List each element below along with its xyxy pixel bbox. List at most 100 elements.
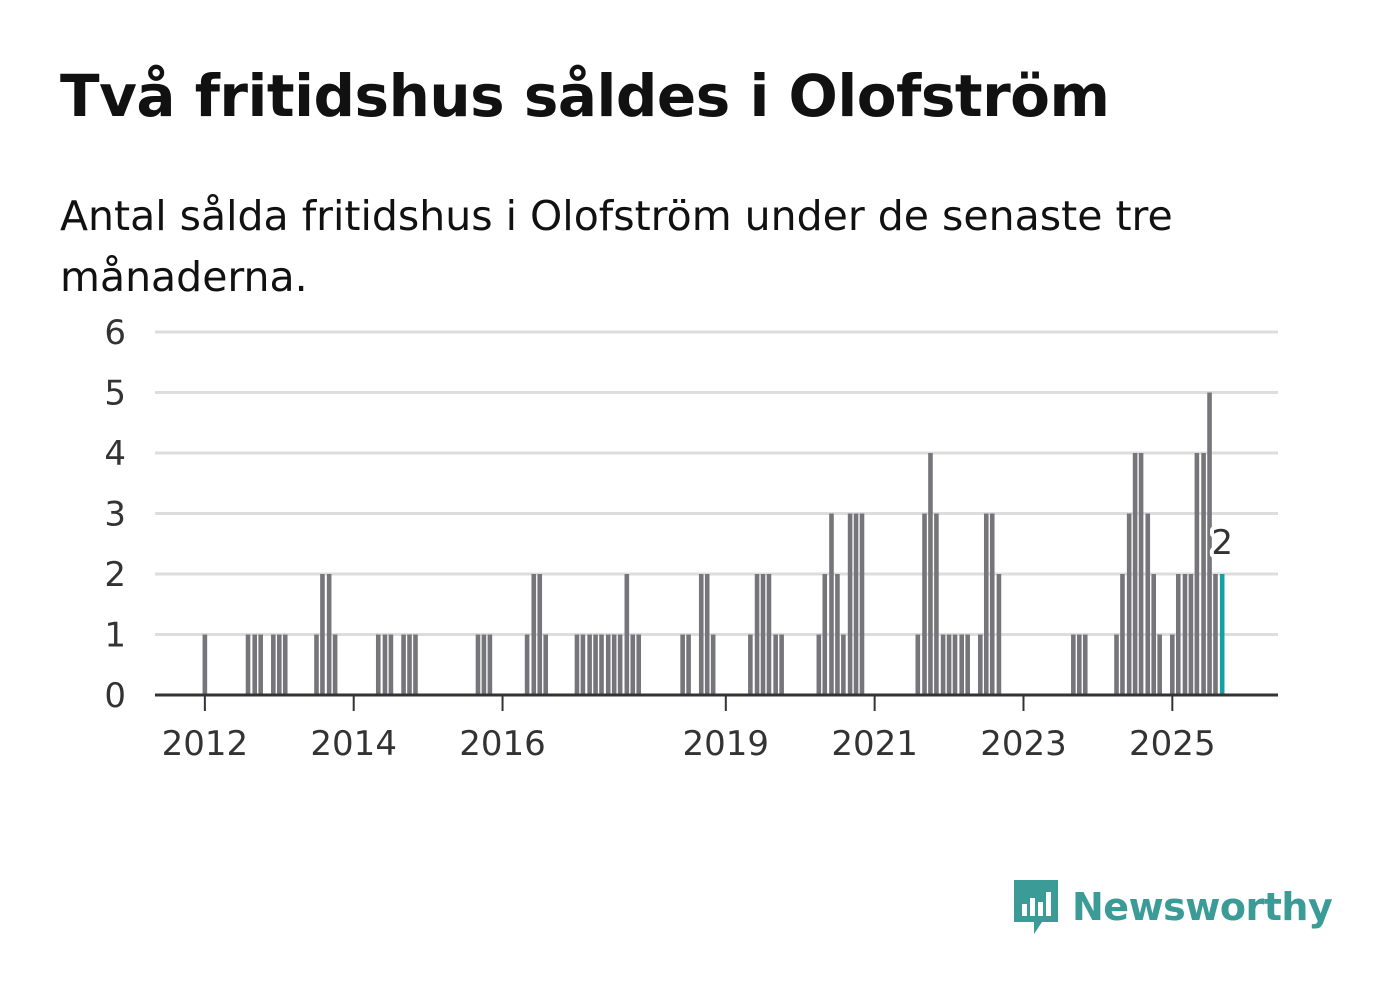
bar: [1126, 513, 1132, 695]
x-tick-label: 2023: [980, 724, 1067, 764]
bar: [1182, 574, 1188, 695]
bar: [965, 634, 970, 695]
bar: [710, 634, 716, 695]
bar: [481, 634, 487, 695]
bar: [686, 634, 691, 695]
x-tick-label: 2012: [162, 724, 249, 764]
bar: [245, 634, 251, 695]
bar: [282, 634, 288, 695]
bar: [1157, 634, 1162, 695]
bar: [314, 634, 319, 695]
bar: [760, 574, 766, 695]
grid-lines: [155, 330, 1278, 636]
bar: [382, 634, 388, 695]
bar: [276, 634, 282, 695]
bar: [202, 634, 208, 695]
bar: [258, 634, 263, 695]
bar: [375, 634, 381, 695]
bar: [1213, 574, 1218, 695]
bar: [524, 634, 530, 695]
bar: [271, 634, 276, 695]
bar: [1082, 634, 1088, 695]
bar: [1170, 634, 1175, 695]
y-tick-label: 6: [104, 313, 126, 353]
bar: [407, 634, 412, 695]
bar: [1151, 574, 1157, 695]
bar: [593, 634, 598, 695]
y-tick-label: 0: [104, 676, 126, 716]
x-tick-label: 2019: [683, 724, 770, 764]
bar: [252, 634, 258, 695]
bar: [835, 574, 840, 695]
bar: [1201, 453, 1206, 695]
bar: [1132, 453, 1138, 695]
y-tick-label: 4: [104, 434, 126, 474]
bar: [915, 634, 921, 695]
bar: [779, 634, 784, 695]
bar: [698, 574, 704, 695]
bar: [983, 513, 989, 695]
bar: [946, 634, 952, 695]
bar: [388, 634, 394, 695]
bar: [543, 634, 549, 695]
bar: [859, 513, 865, 695]
bar: [754, 574, 760, 695]
highlight-label-halo: 2: [1211, 523, 1233, 563]
highlight-value-label: 2: [1211, 523, 1233, 563]
bar: [487, 634, 493, 695]
bar: [1120, 574, 1125, 695]
bar: [1194, 453, 1200, 695]
bar: [934, 513, 939, 695]
bar: [1071, 634, 1076, 695]
bar: [822, 574, 828, 695]
bar: [978, 634, 983, 695]
bar: [952, 634, 958, 695]
bar-series: [202, 392, 1225, 695]
x-axis: [155, 693, 1278, 711]
y-tick-label: 5: [104, 374, 126, 414]
bar: [748, 634, 753, 695]
bar: [624, 574, 630, 695]
bar: [773, 634, 778, 695]
x-tick-label: 2014: [310, 724, 397, 764]
bar: [475, 634, 481, 695]
brand-name: Newsworthy: [1072, 885, 1333, 929]
newsworthy-logo[interactable]: Newsworthy: [1010, 876, 1333, 938]
bar: [1076, 634, 1082, 695]
y-tick-label: 3: [104, 495, 126, 535]
bar: [996, 574, 1002, 695]
bar: [320, 574, 325, 695]
bar: [413, 634, 418, 695]
bar: [531, 574, 537, 695]
bar: [1145, 513, 1151, 695]
bar: [401, 634, 406, 695]
bar: [816, 634, 822, 695]
bar: [587, 634, 592, 695]
bar: [680, 634, 685, 695]
bar: [1207, 392, 1212, 695]
bar: [922, 513, 927, 695]
bar: [928, 453, 933, 695]
bar: [829, 513, 834, 695]
y-tick-label: 1: [104, 616, 126, 656]
bar: [704, 574, 710, 695]
chart-subtitle: Antal sålda fritidshus i Olofström under…: [60, 192, 1173, 301]
chart-title: Två fritidshus såldes i Olofström: [60, 62, 1110, 130]
bar: [537, 574, 543, 695]
bar: [940, 634, 946, 695]
bar: [847, 513, 853, 695]
bar: [617, 634, 623, 695]
bar: [1188, 574, 1194, 695]
bar: [841, 634, 846, 695]
bar: [853, 513, 859, 695]
bar: [332, 634, 338, 695]
bar-highlight: [1219, 574, 1225, 695]
bar: [580, 634, 586, 695]
bar: [1138, 453, 1144, 695]
x-tick-label: 2016: [459, 724, 546, 764]
bar: [766, 574, 772, 695]
bar: [1114, 634, 1119, 695]
bar: [989, 513, 995, 695]
